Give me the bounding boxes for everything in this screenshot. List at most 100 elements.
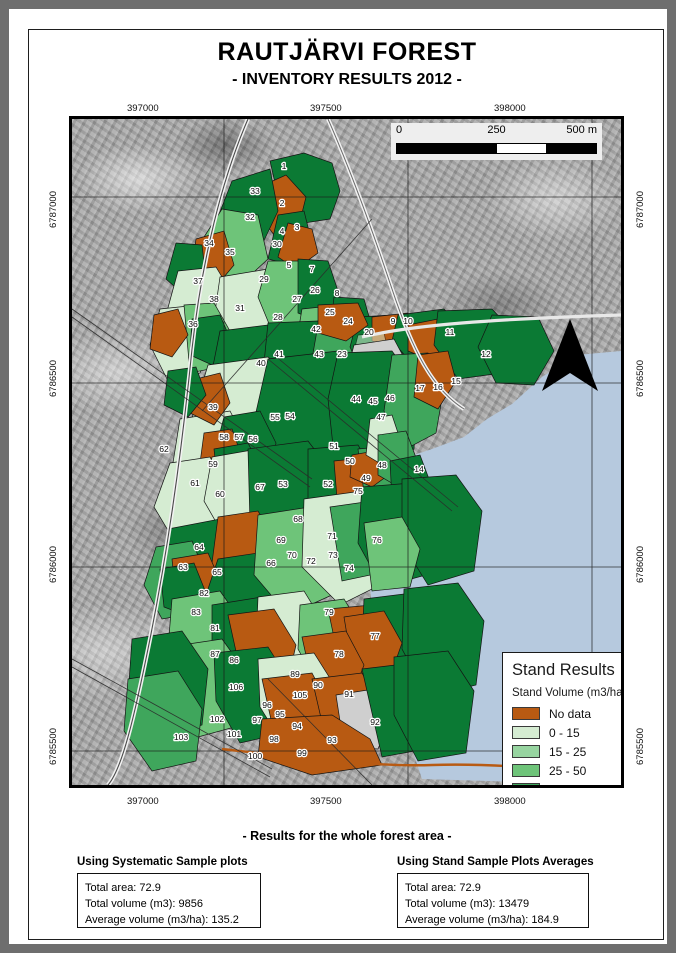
stand-number-label: 77 [370,631,380,641]
stand-number-label: 56 [248,434,258,444]
stand-number-label: 65 [212,567,222,577]
stand-number-label: 11 [446,327,455,337]
map-canvas[interactable]: 1 33 2 32 3 4 30 34 35 5 29 7 37 38 26 8 31 27 28 25 24 9 10 36… [69,116,624,788]
result-line-total-area: Total area: 72.9 [405,882,481,894]
scale-bar: 0 250 500 m [391,123,602,160]
legend-swatch [512,707,540,720]
stand-number-label: 60 [215,489,225,499]
page-title: RAUTJÄRVI FOREST [217,38,477,66]
stand-number-label: 29 [259,274,269,284]
page-inner-border [28,29,664,940]
result-block-systematic: Using Systematic Sample plots Total area… [77,856,261,928]
stand-number-label: 15 [451,376,461,386]
stand-number-label: 48 [377,460,387,470]
stand-number-label: 93 [327,735,337,745]
coord-left-1: 6786500 [47,360,59,397]
page-subtitle: - INVENTORY RESULTS 2012 - [232,71,462,88]
legend-swatch [512,726,540,739]
legend-label: 50 - 100 [549,783,593,786]
stand-number-label: 4 [280,226,285,236]
stand-number-label: 73 [328,550,338,560]
stand-number-label: 25 [325,307,335,317]
legend-label: 15 - 25 [549,744,587,759]
scale-label-500: 500 m [566,124,597,136]
result-heading-systematic: Using Systematic Sample plots [77,856,248,868]
stand-number-label: 62 [159,444,169,454]
coord-top-2: 398000 [494,103,526,114]
result-line-average-volume: Average volume (m3/ha): 135.2 [85,914,239,926]
legend-row[interactable]: 0 - 15 [512,723,621,742]
stand-number-label: 10 [403,316,413,326]
stand-number-label: 1 [282,161,287,171]
stand-number-label: 90 [313,680,323,690]
result-line-total-area: Total area: 72.9 [85,882,161,894]
stand-number-label: 64 [194,542,204,552]
north-arrow-icon [542,319,598,391]
legend-swatch [512,783,540,785]
stand-number-label: 53 [278,479,288,489]
legend-row[interactable]: 50 - 100 [512,780,621,786]
result-block-stand-averages: Using Stand Sample Plots Averages Total … [397,856,594,928]
stand-number-label: 44 [351,394,361,404]
result-heading-stand-averages: Using Stand Sample Plots Averages [397,856,594,868]
stand-number-label: 34 [204,238,214,248]
stand-number-label: 26 [310,285,320,295]
stand-number-label: 86 [229,655,239,665]
results-heading: - Results for the whole forest area - [242,829,452,843]
stand-number-label: 40 [256,358,266,368]
stand-number-label: 58 [219,432,229,442]
scale-bar-graphic [396,143,597,154]
stand-number-label: 50 [345,456,355,466]
stand-number-label: 49 [361,473,371,483]
stand-number-label: 28 [273,312,283,322]
coord-right-0: 6787000 [634,191,646,228]
title-block: RAUTJÄRVI FOREST - INVENTORY RESULTS 201… [39,37,655,91]
stand-number-label: 38 [209,294,219,304]
legend-row[interactable]: No data [512,704,621,723]
stand-number-label: 32 [245,212,255,222]
stand-number-label: 14 [414,464,424,474]
stand-number-label: 67 [255,482,265,492]
stand-number-label: 12 [481,349,491,359]
legend-swatch [512,745,540,758]
stand-number-label: 7 [310,264,315,274]
stand-number-label: 98 [269,734,279,744]
stand-number-label: 41 [274,349,284,359]
scale-label-250: 250 [487,124,506,136]
stand-number-label: 78 [334,649,344,659]
stand-number-label: 69 [276,535,286,545]
stand-number-label: 99 [297,748,307,758]
stand-number-label: 23 [337,349,347,359]
stand-number-label: 94 [292,721,302,731]
stand-number-label: 54 [285,411,295,421]
stand-number-label: 30 [272,239,282,249]
stand-number-label: 59 [208,459,218,469]
stand-number-label: 2 [280,198,285,208]
legend-panel[interactable]: Stand Results Stand Volume (m3/ha) No da… [502,652,624,786]
stand-number-label: 72 [306,556,316,566]
stand-number-label: 63 [178,562,188,572]
stand-number-label: 83 [191,607,201,617]
stand-number-label: 76 [372,535,382,545]
legend-row[interactable]: 15 - 25 [512,742,621,761]
legend-row[interactable]: 25 - 50 [512,761,621,780]
legend-label: 0 - 15 [549,725,580,740]
stand-number-label: 68 [293,514,303,524]
stand-number-label: 75 [353,486,363,496]
stand-number-label: 97 [252,715,262,725]
stand-number-label: 43 [314,349,324,359]
stand-number-label: 106 [229,682,244,692]
stand-number-label: 95 [275,709,285,719]
stand-number-label: 87 [210,649,220,659]
stand-number-label: 66 [266,558,276,568]
stand-number-label: 91 [344,689,354,699]
stand-number-label: 55 [270,412,280,422]
result-box-systematic: Total area: 72.9 Total volume (m3): 9856… [77,873,261,928]
result-line-total-volume: Total volume (m3): 9856 [85,898,203,910]
legend-subtitle: Stand Volume (m3/ha) [512,687,624,699]
stand-number-label: 36 [188,319,198,329]
stand-number-label: 39 [208,402,218,412]
